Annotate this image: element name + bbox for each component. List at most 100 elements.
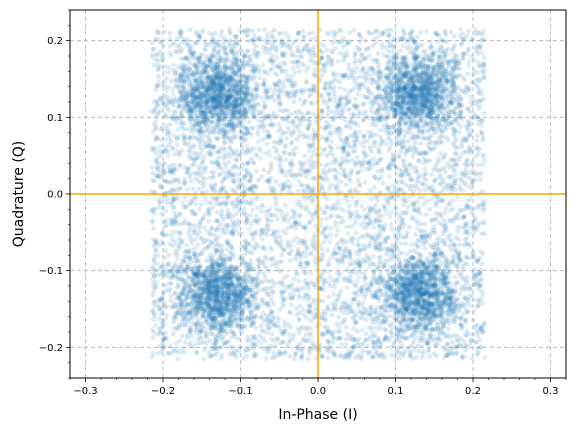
data-point — [390, 157, 396, 163]
data-point — [218, 227, 224, 233]
data-point — [278, 238, 284, 244]
data-point — [321, 43, 327, 48]
data-point — [343, 124, 348, 129]
data-point — [340, 237, 346, 243]
data-point — [354, 44, 360, 50]
data-point — [330, 348, 335, 354]
data-point — [278, 31, 284, 36]
data-point — [215, 58, 221, 64]
data-point — [274, 353, 280, 358]
data-point — [464, 33, 470, 38]
data-point — [417, 188, 423, 194]
data-point — [279, 331, 285, 337]
data-point — [202, 246, 208, 252]
data-point — [356, 299, 361, 305]
data-point — [256, 138, 262, 144]
data-point — [350, 75, 356, 80]
data-point — [378, 156, 384, 161]
data-point — [359, 351, 364, 357]
data-point — [322, 226, 327, 232]
data-point — [298, 354, 304, 360]
data-point — [177, 185, 183, 191]
data-point — [214, 209, 220, 215]
data-point — [179, 113, 184, 118]
data-point — [442, 227, 448, 233]
data-point — [198, 202, 204, 208]
data-point — [467, 122, 472, 128]
data-point — [285, 322, 291, 327]
data-point — [194, 349, 200, 355]
data-point — [473, 339, 479, 345]
data-point — [457, 242, 463, 248]
data-point — [348, 125, 354, 131]
data-point — [261, 244, 267, 250]
data-point — [261, 118, 267, 123]
data-point — [149, 165, 154, 170]
data-point — [474, 133, 480, 139]
data-point — [284, 135, 290, 141]
data-point — [167, 43, 173, 49]
data-point — [271, 338, 277, 343]
data-point — [421, 201, 427, 207]
data-point — [354, 279, 360, 285]
data-point — [279, 132, 285, 138]
data-point — [409, 183, 415, 189]
data-point — [196, 138, 202, 144]
data-point — [149, 354, 155, 360]
data-point — [341, 240, 346, 246]
data-point — [422, 150, 428, 156]
data-point — [476, 59, 481, 65]
data-point — [404, 229, 410, 235]
data-point — [481, 111, 487, 117]
data-point — [273, 202, 279, 207]
data-point — [312, 306, 318, 312]
data-point — [363, 337, 368, 343]
data-point — [222, 161, 228, 167]
data-point — [398, 233, 404, 239]
data-point — [352, 266, 357, 272]
data-point — [406, 334, 412, 340]
data-point — [396, 309, 402, 315]
data-point — [440, 329, 446, 335]
data-point — [326, 307, 332, 313]
data-point — [388, 137, 393, 142]
data-point — [348, 187, 354, 193]
data-point — [440, 88, 446, 94]
data-point — [355, 103, 361, 109]
data-point — [354, 155, 360, 160]
data-point — [257, 35, 263, 41]
data-point — [252, 334, 258, 340]
data-point — [352, 319, 358, 324]
data-point — [305, 110, 311, 115]
data-point — [257, 75, 263, 81]
data-point — [270, 355, 275, 361]
data-point — [268, 184, 274, 190]
data-point — [352, 137, 357, 143]
data-point — [382, 222, 388, 228]
data-point — [158, 108, 163, 113]
data-point — [442, 165, 447, 171]
data-point — [164, 312, 170, 318]
data-point — [454, 176, 459, 182]
data-point — [480, 208, 486, 214]
data-point — [154, 103, 160, 108]
data-point — [347, 106, 353, 112]
data-point — [255, 93, 260, 99]
data-point — [478, 326, 483, 332]
data-point — [270, 34, 276, 39]
data-point — [337, 220, 343, 226]
data-point — [296, 330, 302, 336]
data-point — [233, 163, 239, 169]
data-point — [337, 85, 343, 91]
data-point — [369, 149, 375, 155]
data-point — [260, 44, 266, 50]
data-point — [275, 336, 280, 341]
data-point — [224, 202, 230, 208]
data-point — [309, 37, 314, 42]
data-point — [157, 148, 163, 154]
data-point — [239, 88, 245, 93]
data-point — [252, 334, 257, 340]
data-point — [480, 92, 485, 97]
data-point — [239, 102, 245, 108]
